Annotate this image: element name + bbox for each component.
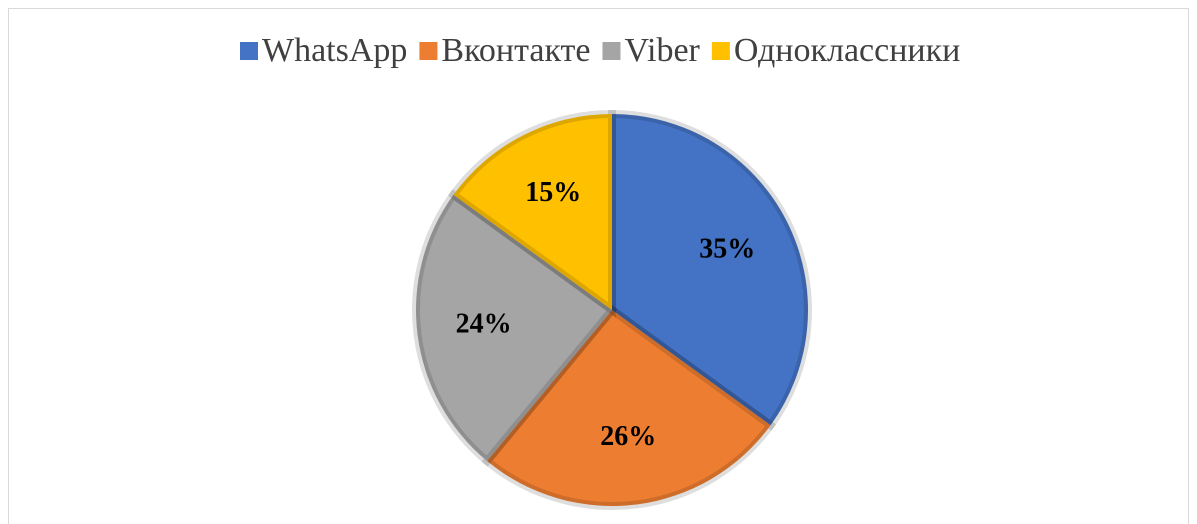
legend-swatch (419, 42, 438, 60)
data-label: 24% (456, 309, 512, 340)
data-label: 15% (525, 177, 581, 208)
legend-label: Вконтакте (441, 32, 590, 69)
pie-slice (481, 304, 777, 510)
legend-swatch (711, 42, 730, 60)
pie-slice (412, 189, 618, 467)
pie-slice (447, 109, 616, 318)
legend-swatch (240, 42, 258, 60)
data-label: 26% (600, 421, 656, 452)
legend-label: WhatsApp (262, 32, 407, 69)
legend-label: Viber (624, 32, 700, 69)
data-label: 35% (699, 234, 755, 265)
legend-swatch (602, 42, 621, 60)
pie-slice (608, 109, 812, 431)
legend-label: Одноклассники (734, 32, 960, 69)
